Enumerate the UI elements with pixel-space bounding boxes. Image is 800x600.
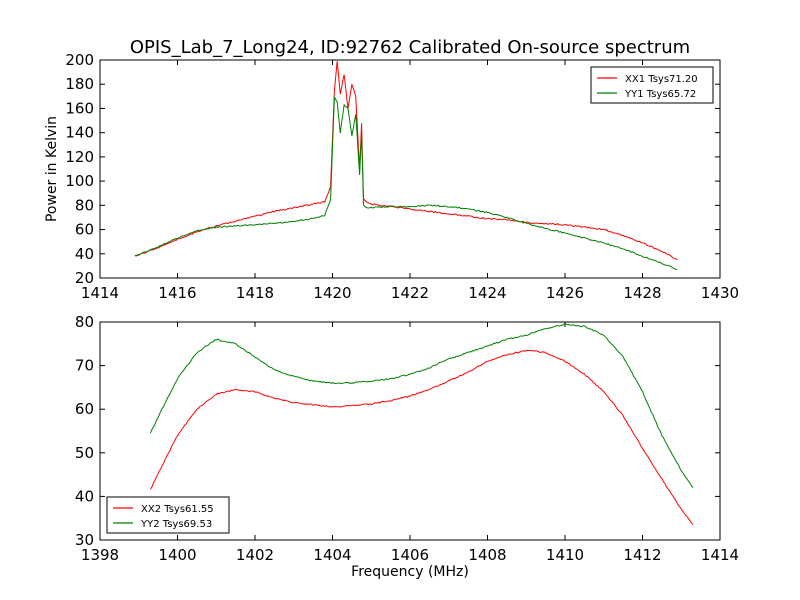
y-tick-label: 200 [65,51,94,69]
y-tick-label: 180 [65,75,94,93]
y-tick-label: 70 [75,357,94,375]
y-tick-label: 120 [65,148,94,166]
legend-label: YY1 Tsys65.72 [624,89,696,100]
x-tick-label: 1422 [391,284,429,302]
legend-box [106,496,230,534]
x-tick-label: 1398 [81,546,119,564]
series-line-yy [134,96,678,271]
legend-label: XX1 Tsys71.20 [625,74,698,85]
y-tick-label: 30 [75,531,94,549]
x-tick-label: 1402 [236,546,274,564]
x-tick-label: 1404 [313,546,351,564]
x-tick-label: 1420 [313,284,351,302]
bottom-chart-frame [99,321,721,541]
legend-label: XX2 Tsys61.55 [141,504,214,515]
bottom-chart-x-axis-label: Frequency (MHz) [351,564,469,580]
x-tick-label: 1424 [468,284,506,302]
x-tick-label: 1416 [158,284,196,302]
x-tick-label: 1400 [158,546,196,564]
y-tick-label: 100 [65,172,94,190]
top-chart-title: OPIS_Lab_7_Long24, ID:92762 Calibrated O… [130,37,690,58]
top-chart-legend: XX1 Tsys71.20 YY1 Tsys65.72 [590,66,714,104]
y-tick-label: 160 [65,99,94,117]
x-tick-label: 1428 [623,284,661,302]
bottom-chart-legend: XX2 Tsys61.55 YY2 Tsys69.53 [106,496,230,534]
x-tick-label: 1406 [391,546,429,564]
y-tick-label: 20 [75,269,94,287]
x-tick-label: 1410 [546,546,584,564]
top-chart-frame [99,59,721,279]
y-tick-label: 40 [75,487,94,505]
bottom-chart-plot-area: 1398 1400 1402 1404 1406 1408 1410 1412 1414 30 40… [75,313,739,564]
y-tick-label: 140 [65,124,94,142]
x-tick-label: 1414 [701,546,739,564]
y-tick-label: 60 [75,400,94,418]
legend-box [590,66,714,104]
y-tick-label: 80 [75,196,94,214]
x-tick-label: 1414 [81,284,119,302]
y-tick-label: 40 [75,245,94,263]
y-tick-label: 60 [75,221,94,239]
series-line-xx [134,61,678,261]
top-chart-y-axis-label: Power in Kelvin [44,116,60,222]
legend-label: YY2 Tsys69.53 [140,519,212,530]
x-tick-label: 1426 [546,284,584,302]
y-tick-label: 50 [75,444,94,462]
series-line-xx [149,349,694,526]
x-tick-label: 1418 [236,284,274,302]
x-tick-label: 1412 [623,546,661,564]
y-tick-label: 80 [75,313,94,331]
series-line-yy [149,323,694,488]
x-tick-label: 1408 [468,546,506,564]
top-chart-plot-area: 1414 1416 1418 1420 1422 1424 1426 1428 1430 20 40… [65,51,739,302]
x-tick-label: 1430 [701,284,739,302]
